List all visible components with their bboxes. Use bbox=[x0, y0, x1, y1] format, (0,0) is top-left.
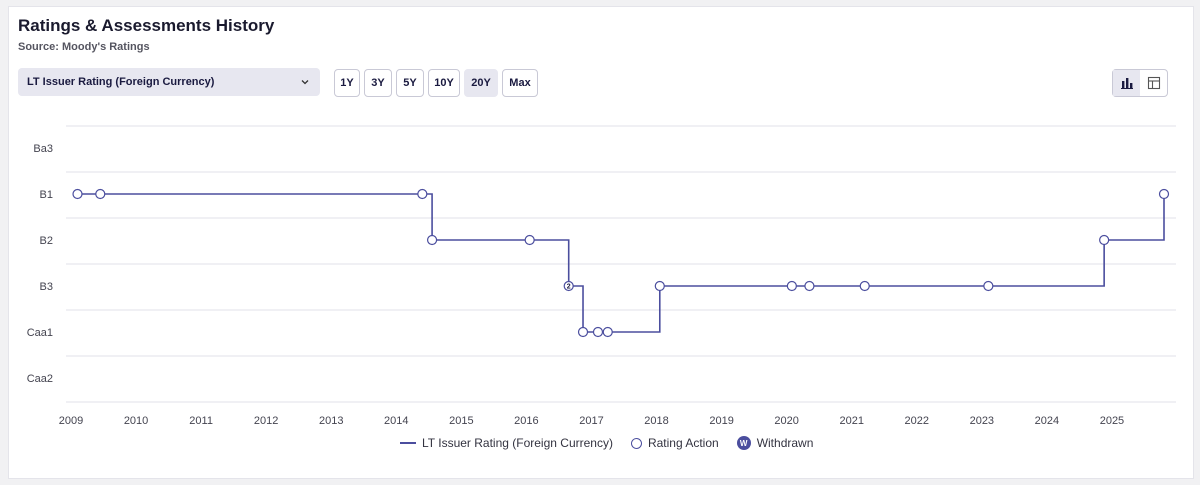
x-tick-label: 2016 bbox=[514, 415, 538, 427]
y-tick-label: Ba3 bbox=[33, 143, 53, 155]
range-button-max[interactable]: Max bbox=[502, 69, 538, 97]
x-tick-label: 2010 bbox=[124, 415, 148, 427]
chevron-down-icon bbox=[301, 80, 309, 85]
rating-action-point bbox=[804, 280, 815, 292]
y-tick-label: B1 bbox=[40, 189, 53, 201]
x-tick-label: 2011 bbox=[189, 415, 213, 427]
legend-line-marker bbox=[400, 442, 416, 444]
page-title: Ratings & Assessments History bbox=[18, 16, 275, 35]
rating-action-point bbox=[983, 280, 994, 292]
range-button-10y[interactable]: 10Y bbox=[428, 69, 460, 97]
rating-action-point bbox=[577, 326, 589, 338]
legend-series-label: LT Issuer Rating (Foreign Currency) bbox=[422, 436, 613, 450]
chart-view-button[interactable] bbox=[1113, 70, 1140, 96]
legend-series[interactable]: LT Issuer Rating (Foreign Currency) bbox=[400, 436, 613, 450]
x-tick-label: 2018 bbox=[644, 415, 668, 427]
x-tick-label: 2019 bbox=[709, 415, 733, 427]
x-tick-label: 2021 bbox=[839, 415, 863, 427]
rating-action-point bbox=[592, 326, 604, 338]
legend-withdrawn[interactable]: W Withdrawn bbox=[736, 436, 814, 450]
range-button-3y[interactable]: 3Y bbox=[364, 69, 392, 97]
x-tick-label: 2024 bbox=[1035, 415, 1059, 427]
x-tick-label: 2015 bbox=[449, 415, 473, 427]
x-tick-label: 2017 bbox=[579, 415, 603, 427]
range-button-20y[interactable]: 20Y bbox=[464, 69, 498, 97]
chart-legend: LT Issuer Rating (Foreign Currency) Rati… bbox=[400, 436, 831, 450]
range-button-1y[interactable]: 1Y bbox=[334, 69, 360, 97]
y-tick-label: B3 bbox=[40, 281, 53, 293]
rating-action-point bbox=[72, 188, 83, 200]
table-icon bbox=[1147, 76, 1160, 90]
range-button-5y[interactable]: 5Y bbox=[396, 69, 424, 97]
rating-action-point bbox=[1099, 234, 1110, 246]
x-tick-label: 2012 bbox=[254, 415, 278, 427]
rating-action-point bbox=[426, 234, 438, 246]
rating-type-value: LT Issuer Rating (Foreign Currency) bbox=[27, 76, 215, 88]
legend-rating-action[interactable]: Rating Action bbox=[630, 436, 719, 450]
rating-action-point bbox=[563, 280, 574, 292]
rating-action-point bbox=[1158, 188, 1170, 200]
point-count-label: 2 bbox=[567, 284, 571, 291]
withdrawn-icon: W bbox=[736, 436, 751, 450]
source-subtitle: Source: Moody's Ratings bbox=[18, 41, 150, 53]
legend-withdrawn-label: Withdrawn bbox=[756, 436, 814, 450]
rating-action-point bbox=[524, 234, 535, 246]
legend-action-label: Rating Action bbox=[647, 436, 719, 450]
x-tick-label: 2023 bbox=[970, 415, 994, 427]
view-toggle bbox=[1112, 69, 1168, 97]
x-tick-label: 2025 bbox=[1100, 415, 1124, 427]
x-tick-label: 2014 bbox=[384, 415, 408, 427]
y-tick-label: Caa1 bbox=[27, 327, 53, 339]
rating-action-point bbox=[95, 188, 106, 200]
y-tick-label: Caa2 bbox=[27, 373, 53, 385]
x-tick-label: 2022 bbox=[905, 415, 929, 427]
rating-type-select[interactable]: LT Issuer Rating (Foreign Currency) bbox=[18, 68, 320, 96]
y-tick-label: B2 bbox=[40, 235, 53, 247]
x-tick-label: 2013 bbox=[319, 415, 343, 427]
legend-circle-marker bbox=[630, 437, 642, 449]
rating-action-point bbox=[417, 188, 428, 200]
rating-action-point bbox=[654, 280, 665, 292]
x-tick-label: 2020 bbox=[774, 415, 798, 427]
x-tick-label: 2009 bbox=[59, 415, 83, 427]
rating-action-point bbox=[786, 280, 797, 292]
rating-action-point bbox=[602, 326, 613, 338]
series-line bbox=[77, 193, 1165, 333]
table-view-button[interactable] bbox=[1140, 70, 1167, 96]
rating-action-point bbox=[859, 280, 870, 292]
bar-chart-icon bbox=[1120, 78, 1133, 89]
